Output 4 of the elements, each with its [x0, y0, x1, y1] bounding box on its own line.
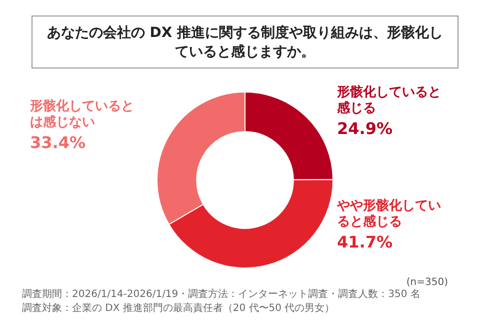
chart-title: あなたの会社の DX 推進に関する制度や取り組みは、形骸化していると感じますか。 [46, 24, 444, 60]
text: 調査期間：2026/1/14-2026/1/19・調査方法：インターネット調査・調査人数：350 名 [22, 288, 420, 300]
text: (n=350) [406, 277, 448, 288]
text: 調査対象：企業の DX 推進部門の最高責任者（20 代〜50 代の男女） [22, 302, 335, 314]
